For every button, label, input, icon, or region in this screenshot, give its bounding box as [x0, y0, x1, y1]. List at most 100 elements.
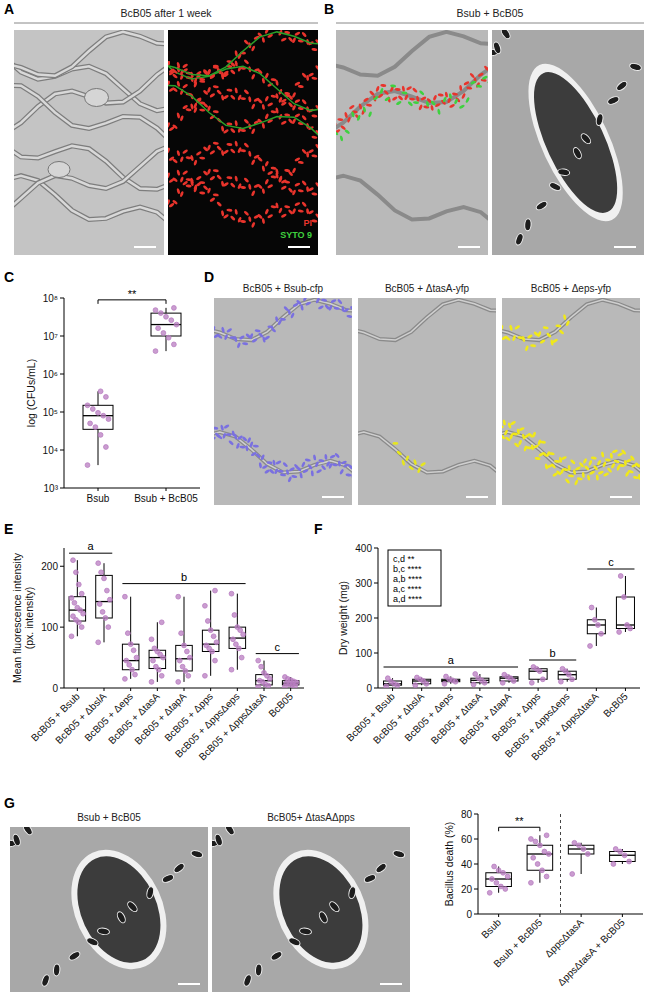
cell: [168, 172, 171, 179]
cell: [315, 143, 318, 149]
hypha-section: [517, 61, 634, 224]
y-tick: [374, 688, 378, 689]
cell: [420, 462, 427, 468]
cell: [275, 172, 279, 178]
image-em: [10, 827, 208, 992]
hypha: [502, 432, 640, 479]
cell: [193, 102, 198, 109]
cell: [236, 342, 241, 349]
hypha: [502, 432, 640, 479]
data-point: [131, 648, 136, 653]
data-point: [186, 673, 191, 678]
cell: [418, 104, 423, 111]
cell: [434, 102, 441, 107]
image-fluorescence: [336, 30, 488, 255]
cell: [537, 331, 542, 338]
bacterium: [557, 168, 570, 176]
x-tick-label: BcB05 + Bsub: [344, 690, 397, 743]
cell: [521, 336, 525, 343]
cell: [261, 123, 265, 129]
cell: [223, 182, 230, 188]
cell: [470, 80, 477, 85]
cell: [222, 432, 227, 439]
y-tick: [60, 298, 64, 299]
x-tick: [479, 688, 480, 691]
whisker-high: [210, 591, 211, 631]
cell: [233, 433, 237, 440]
cell: [199, 191, 205, 194]
cell: [296, 299, 302, 305]
bacterium: [161, 873, 175, 884]
y-tick-label: 10⁵: [43, 407, 58, 418]
cell: [334, 306, 340, 310]
y-tick: [60, 627, 64, 628]
cell: [284, 92, 290, 96]
y-tick: [60, 336, 64, 337]
x-tick: [104, 688, 105, 691]
y-tick: [374, 583, 378, 584]
x-tick: [538, 688, 539, 691]
cell: [420, 96, 427, 101]
cell: [298, 85, 304, 89]
data-point: [262, 670, 267, 675]
box-chart: 0100200300400Dry weight (mg)BcB05 + Bsub…: [337, 543, 640, 763]
cell: [449, 103, 456, 108]
cell: [621, 449, 627, 455]
cell: [298, 189, 304, 193]
cell: [233, 336, 237, 343]
cell: [540, 441, 546, 444]
bacterium: [270, 950, 284, 962]
cell: [406, 86, 413, 91]
cell: [316, 469, 323, 474]
spore: [85, 89, 109, 107]
hypha: [168, 57, 318, 111]
cell: [221, 327, 225, 334]
cell: [223, 149, 230, 155]
data-point: [124, 658, 129, 663]
data-point: [174, 322, 179, 327]
whisker-low: [210, 651, 211, 675]
cell: [193, 78, 198, 85]
cell: [324, 454, 327, 460]
cell: [226, 328, 233, 334]
cell: [251, 159, 256, 166]
cell: [196, 175, 203, 181]
cell: [261, 37, 265, 43]
scale-bar: [610, 496, 632, 498]
cell: [267, 170, 274, 175]
scale-bar: [614, 246, 636, 248]
data-point: [71, 614, 76, 619]
cell: [226, 433, 232, 436]
data-point: [622, 595, 627, 600]
cell: [172, 158, 178, 164]
data-point: [98, 389, 103, 394]
cell: [311, 192, 317, 196]
bacterium: [363, 873, 377, 884]
y-tick-label: 10⁸: [43, 293, 58, 304]
data-point: [79, 625, 84, 630]
legend-label: SYTO 9: [280, 230, 312, 240]
data-point: [471, 682, 476, 687]
bacterium: [126, 900, 139, 913]
image-title: BcB05+ ΔtasAΔpps: [267, 812, 355, 823]
y-axis: [64, 298, 65, 488]
whisker-high: [184, 597, 185, 646]
data-point: [96, 410, 101, 415]
cell: [466, 86, 472, 90]
cell: [552, 338, 559, 344]
cell: [337, 118, 343, 121]
cell: [345, 473, 351, 477]
cell: [419, 90, 425, 96]
cell: [601, 451, 605, 457]
hypha-wall: [509, 51, 642, 234]
cell: [176, 188, 180, 195]
cell: [448, 93, 452, 99]
cell: [334, 452, 340, 458]
cell: [223, 129, 230, 135]
x-tick-label: BcB05 + ΔppsΔtasA: [197, 690, 269, 762]
x-tick-label: ΔppsΔtasA + BcB05: [556, 916, 628, 988]
cell: [179, 156, 184, 163]
bacterium: [500, 30, 512, 40]
cell: [261, 104, 265, 110]
cell: [290, 312, 295, 319]
